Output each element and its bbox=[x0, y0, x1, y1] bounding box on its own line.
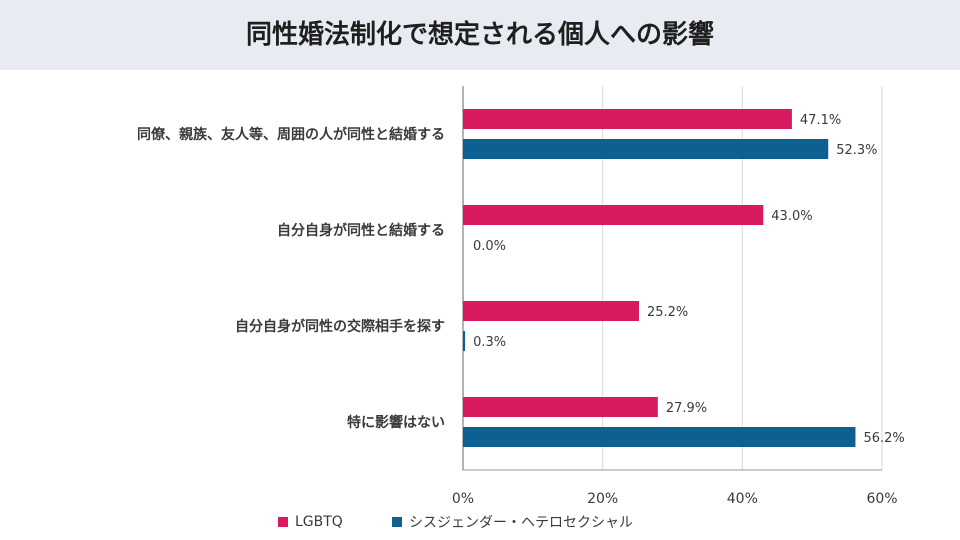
legend-swatch-lgbtq bbox=[278, 517, 288, 527]
category-label: 特に影響はない bbox=[347, 414, 445, 431]
bar bbox=[463, 331, 466, 351]
bar bbox=[463, 427, 856, 447]
value-label: 47.1% bbox=[800, 113, 841, 128]
value-label: 0.0% bbox=[473, 239, 506, 254]
legend-item-lgbtq: LGBTQ bbox=[278, 510, 343, 534]
x-tick-label: 0% bbox=[452, 491, 474, 507]
x-tick-label: 40% bbox=[727, 491, 758, 507]
x-tick-label: 20% bbox=[587, 491, 618, 507]
chart-title: 同性婚法制化で想定される個人への影響 bbox=[245, 20, 714, 50]
value-label: 52.3% bbox=[836, 143, 877, 158]
legend-label-lgbtq: LGBTQ bbox=[295, 514, 343, 530]
legend-swatch-cis bbox=[392, 517, 402, 527]
bar bbox=[463, 109, 792, 129]
category-label: 自分自身が同性と結婚する bbox=[277, 222, 445, 239]
bar bbox=[463, 205, 764, 225]
legend: LGBTQ シスジェンダー・ヘテロセクシャル bbox=[0, 510, 960, 534]
bar bbox=[463, 397, 658, 417]
category-label: 自分自身が同性の交際相手を探す bbox=[235, 318, 445, 335]
value-label: 56.2% bbox=[863, 431, 904, 446]
value-label: 27.9% bbox=[666, 401, 707, 416]
title-bar: 同性婚法制化で想定される個人への影響 bbox=[0, 0, 960, 70]
category-label: 同僚、親族、友人等、周囲の人が同性と結婚する bbox=[137, 126, 445, 143]
bar bbox=[463, 139, 829, 159]
legend-label-cis: シスジェンダー・ヘテロセクシャル bbox=[409, 515, 633, 531]
value-label: 0.3% bbox=[473, 335, 506, 350]
bar bbox=[463, 301, 639, 321]
legend-item-cis: シスジェンダー・ヘテロセクシャル bbox=[392, 510, 633, 534]
x-tick-label: 60% bbox=[866, 491, 897, 507]
value-label: 25.2% bbox=[647, 305, 688, 320]
value-label: 43.0% bbox=[771, 209, 812, 224]
